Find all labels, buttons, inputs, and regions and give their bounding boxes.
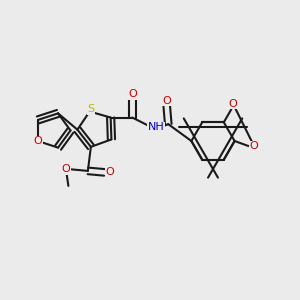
- Text: O: O: [250, 141, 259, 151]
- Text: O: O: [34, 136, 42, 146]
- Text: O: O: [105, 167, 114, 177]
- Text: O: O: [229, 99, 238, 109]
- Text: O: O: [128, 89, 136, 99]
- Text: O: O: [162, 96, 171, 106]
- Text: S: S: [88, 104, 95, 114]
- Text: NH: NH: [148, 122, 165, 132]
- Text: O: O: [61, 164, 70, 174]
